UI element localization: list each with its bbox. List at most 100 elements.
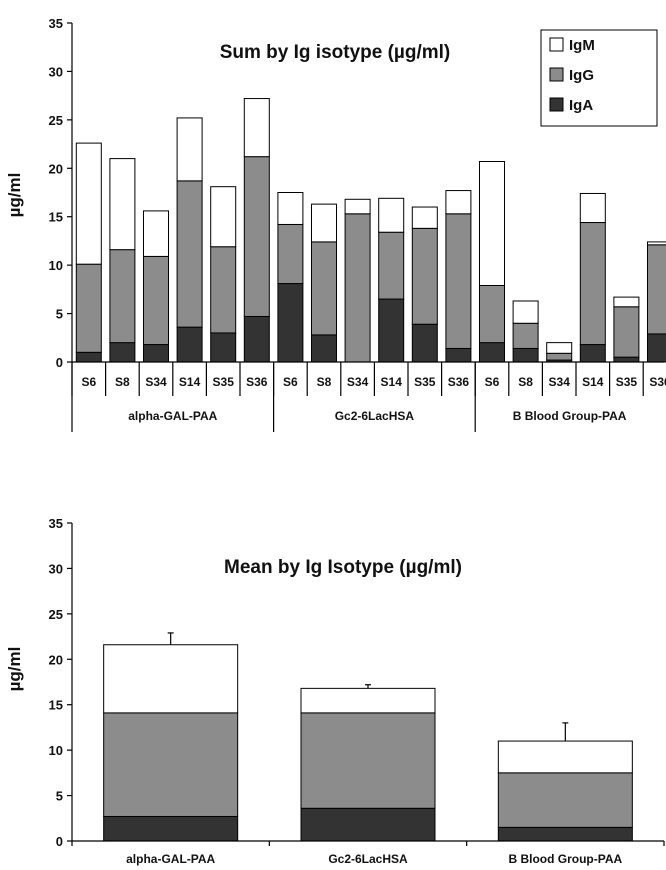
bar-segment-igm: [103, 644, 239, 714]
bar-segment-igg: [311, 241, 337, 336]
legend-swatch-iga: [549, 97, 564, 112]
bar-segment-igg: [300, 712, 436, 809]
bar-segment-igm: [243, 98, 270, 158]
x-category-label: S35: [616, 375, 638, 389]
bar-segment-igm: [613, 296, 640, 308]
bar-segment-igm: [143, 210, 169, 257]
bar-segment-igm: [497, 740, 633, 774]
bar-segment-iga: [512, 347, 539, 363]
bar-segment-iga: [497, 826, 633, 842]
bar-segment-igm: [647, 241, 666, 246]
y-tick-label: 0: [56, 355, 63, 370]
bar-segment-iga: [613, 356, 640, 363]
bar-segment-igg: [109, 249, 136, 344]
bar-segment-igg: [344, 213, 371, 363]
bar-segment-igm: [277, 192, 304, 225]
y-tick-label: 0: [56, 834, 63, 849]
x-category-label: S34: [145, 375, 167, 389]
bar-segment-igg: [579, 222, 606, 346]
bar-segment-iga: [479, 342, 505, 363]
x-category-label: S6: [485, 375, 500, 389]
x-group-label: alpha-GAL-PAA: [128, 409, 217, 423]
y-tick-label: 35: [49, 16, 63, 31]
bar-segment-igm: [445, 190, 472, 215]
x-category-label: S8: [115, 375, 130, 389]
bar-segment-iga: [579, 344, 606, 363]
y-tick-label: 10: [49, 743, 63, 758]
bar-segment-iga: [109, 342, 136, 363]
legend-label-igm: IgM: [569, 37, 595, 54]
bar-segment-iga: [445, 347, 472, 363]
x-category-label: S36: [246, 375, 268, 389]
bar-segment-iga: [411, 323, 438, 363]
sum-x-axis: S6 S8 S34 S14 S35 S36 S6 S8 S34 S14 S35 S36 S6 S8 S34 S…: [71, 361, 666, 432]
bar-segment-igg: [243, 156, 270, 317]
x-category-label: S14: [381, 375, 403, 389]
bar-segment-iga: [311, 334, 337, 363]
mean-chart-title: Mean by Ig Isotype (µg/ml): [224, 557, 462, 578]
y-tick-label: 20: [49, 652, 63, 667]
bar-segment-igm: [512, 300, 539, 324]
bar-segment-igm: [344, 198, 371, 215]
bar-segment-iga: [378, 298, 405, 363]
bar-segment-igg: [103, 712, 239, 817]
x-category-label: S34: [347, 375, 369, 389]
bar-segment-iga: [176, 326, 203, 363]
x-category-label: S6: [283, 375, 298, 389]
y-tick-label: 5: [56, 789, 63, 804]
bar-segment-igm: [479, 161, 505, 286]
x-category-label: S8: [317, 375, 332, 389]
legend-label-igg: IgG: [569, 67, 594, 84]
x-category-label: S6: [81, 375, 96, 389]
legend-label-iga: IgA: [569, 97, 593, 114]
x-category-label: S34: [549, 375, 571, 389]
mean-y-axis-label: µg/ml: [5, 647, 24, 692]
mean-x-axis: alpha-GAL-PAA Gc2-6LacHSA B Blood Group-PA…: [71, 840, 665, 866]
x-category-label: S35: [414, 375, 436, 389]
y-tick-label: 30: [49, 561, 63, 576]
x-category-label: Gc2-6LacHSA: [328, 852, 408, 866]
bar-segment-igg: [75, 263, 102, 353]
legend-swatch-igg: [549, 67, 564, 82]
bar-segment-iga: [75, 351, 102, 363]
bar-segment-igm: [75, 142, 102, 265]
bar-segment-iga: [243, 315, 270, 363]
bar-segment-igm: [378, 197, 405, 233]
bar-segment-igm: [579, 192, 606, 224]
bar-segment-igg: [411, 227, 438, 325]
bar-segment-iga: [103, 815, 239, 842]
bar-segment-igg: [143, 255, 169, 346]
bar-segment-igg: [647, 244, 666, 335]
y-tick-label: 30: [49, 64, 63, 79]
bar-segment-igg: [445, 213, 472, 349]
y-tick-label: 10: [49, 258, 63, 273]
mean-bars: [103, 632, 633, 842]
bar-segment-igg: [277, 223, 304, 285]
x-group-label: B Blood Group-PAA: [513, 409, 627, 423]
legend-swatch-igm: [549, 37, 564, 52]
mean-chart: Mean by Ig Isotype (µg/ml) µg/ml 0 5 10 15 2…: [5, 516, 665, 866]
sum-chart-title: Sum by Ig isotype (µg/ml): [220, 42, 451, 63]
y-tick-label: 20: [49, 161, 63, 176]
bar-segment-igm: [546, 342, 573, 354]
x-category-label: S14: [179, 375, 201, 389]
x-category-label: S8: [518, 375, 533, 389]
x-category-label: S36: [448, 375, 470, 389]
bar-segment-igg: [378, 231, 405, 300]
y-tick-label: 15: [49, 210, 63, 225]
x-category-label: B Blood Group-PAA: [508, 852, 622, 866]
bar-segment-igg: [497, 772, 633, 828]
bar-segment-igg: [176, 180, 203, 328]
bar-segment-igg: [613, 306, 640, 358]
y-tick-label: 25: [49, 113, 63, 128]
sum-legend: IgM IgG IgA: [540, 29, 658, 127]
bar-segment-iga: [277, 283, 304, 363]
bar-segment-igm: [210, 186, 237, 248]
sum-bars: [75, 98, 666, 363]
bar-segment-igg: [546, 352, 573, 361]
sum-chart: Sum by Ig isotype (µg/ml) µg/ml 0 5 10 15 20…: [5, 16, 666, 432]
x-category-label: S36: [649, 375, 666, 389]
x-category-label: S14: [582, 375, 604, 389]
bar-segment-iga: [210, 332, 237, 363]
bar-segment-iga: [143, 344, 169, 363]
